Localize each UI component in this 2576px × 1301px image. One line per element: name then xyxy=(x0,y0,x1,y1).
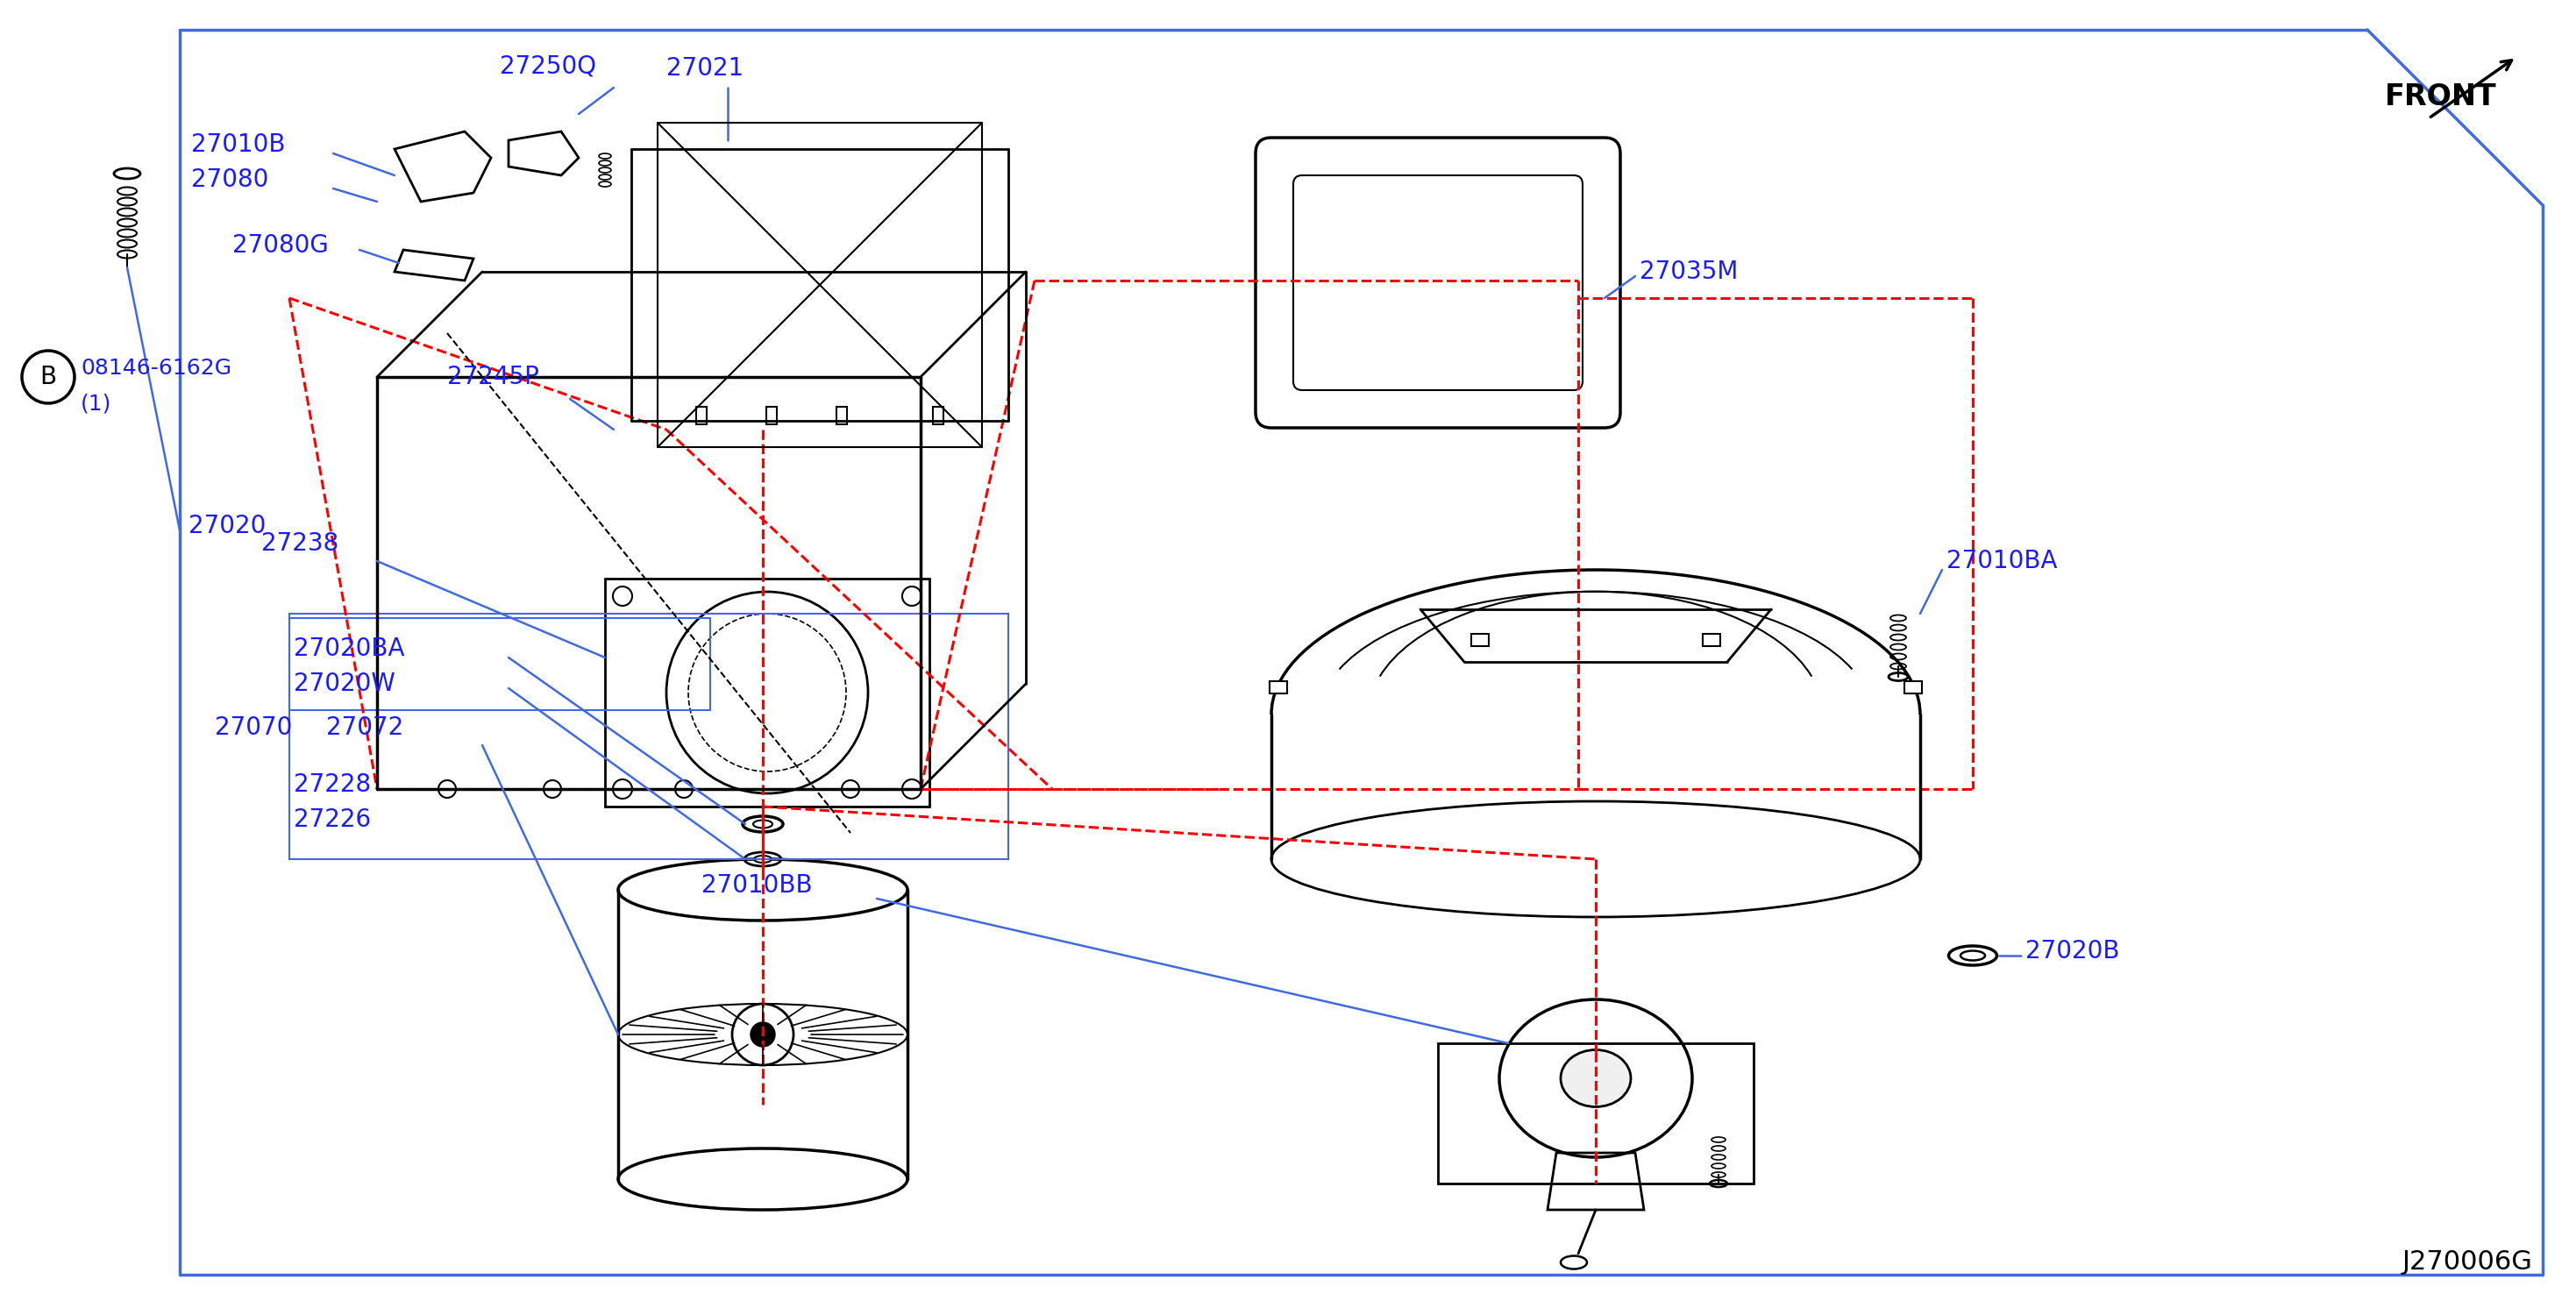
Text: 27072: 27072 xyxy=(327,716,404,740)
Bar xyxy=(1703,634,1721,647)
Bar xyxy=(289,618,711,710)
Text: (1): (1) xyxy=(80,393,111,414)
Text: 27010BB: 27010BB xyxy=(701,873,811,898)
Ellipse shape xyxy=(1561,1050,1631,1107)
Bar xyxy=(696,407,706,424)
Text: 27245P: 27245P xyxy=(448,364,538,389)
Text: 27020B: 27020B xyxy=(2025,939,2120,964)
Ellipse shape xyxy=(752,820,773,827)
Text: 08146-6162G: 08146-6162G xyxy=(80,358,232,379)
Bar xyxy=(1437,1043,1754,1184)
Text: 27250Q: 27250Q xyxy=(500,53,595,78)
Text: FRONT: FRONT xyxy=(2385,82,2496,111)
Text: J270006G: J270006G xyxy=(2403,1249,2532,1274)
Text: 27080G: 27080G xyxy=(232,233,330,258)
Bar xyxy=(1270,682,1288,693)
Ellipse shape xyxy=(1960,951,1986,960)
Bar xyxy=(765,407,778,424)
Text: 27228: 27228 xyxy=(294,773,371,798)
Text: 27080: 27080 xyxy=(191,168,268,193)
Text: 27070: 27070 xyxy=(214,716,291,740)
Text: 27238: 27238 xyxy=(260,531,337,556)
Text: 27035M: 27035M xyxy=(1638,259,1739,284)
Bar xyxy=(289,614,1007,859)
Text: 27021: 27021 xyxy=(667,56,744,81)
Bar xyxy=(605,579,930,807)
Text: 27020W: 27020W xyxy=(294,671,394,696)
Text: 27020BA: 27020BA xyxy=(294,636,404,661)
Circle shape xyxy=(732,1004,793,1066)
Text: 27020: 27020 xyxy=(188,514,265,539)
Bar xyxy=(1471,634,1489,647)
Text: 27010BA: 27010BA xyxy=(1947,549,2058,574)
Text: B: B xyxy=(39,364,57,389)
Bar xyxy=(837,407,848,424)
Bar xyxy=(1904,682,1922,693)
Ellipse shape xyxy=(755,856,773,863)
Text: 27010B: 27010B xyxy=(191,133,286,157)
Bar xyxy=(933,407,943,424)
Circle shape xyxy=(750,1023,775,1047)
Text: 27226: 27226 xyxy=(294,808,371,831)
